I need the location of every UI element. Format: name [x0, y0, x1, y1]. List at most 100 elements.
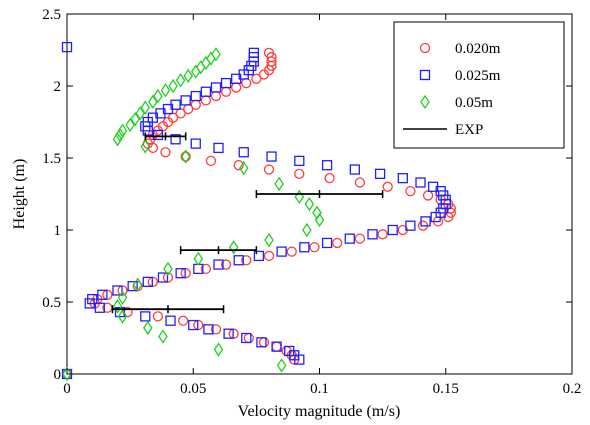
data-point-square: [127, 281, 138, 292]
legend-entry: 0.025m: [419, 68, 501, 84]
data-point-square: [256, 337, 267, 348]
y-tick-label: 0.5: [42, 295, 61, 311]
x-tick-label: 0.1: [310, 381, 329, 397]
data-point-diamond: [143, 320, 153, 336]
data-point-diamond: [180, 149, 191, 164]
y-tick-label: 0: [54, 367, 62, 383]
x-tick-label: 0.2: [563, 381, 582, 397]
legend-box: [393, 21, 565, 149]
data-point-square: [188, 319, 199, 331]
y-tick-label: 2.5: [42, 7, 61, 23]
legend-label: 0.020m: [455, 41, 501, 57]
data-point-circle: [354, 177, 366, 188]
data-point-square: [180, 95, 191, 106]
data-point-diamond: [117, 290, 128, 305]
data-point-square: [190, 138, 201, 149]
data-point-square: [321, 237, 333, 249]
data-point-square: [397, 173, 408, 184]
data-point-circle: [160, 147, 171, 158]
data-point-diamond: [163, 261, 173, 277]
data-point-diamond: [135, 106, 146, 121]
data-point-diamond: [132, 277, 143, 292]
exp-error-bar: [255, 190, 384, 198]
legend-label: EXP: [455, 122, 483, 138]
data-point-square: [170, 134, 181, 145]
data-point-square: [233, 255, 244, 266]
legend-entry: 0.05m: [420, 94, 493, 111]
data-point-square: [276, 246, 287, 257]
data-point-square: [112, 285, 123, 296]
data-point-diamond: [125, 117, 135, 133]
series-errorbar: [111, 132, 384, 314]
legend-label: 0.05m: [455, 95, 493, 111]
data-point-square: [165, 315, 176, 326]
data-point-square: [427, 181, 439, 192]
data-point-square: [94, 302, 105, 313]
data-point-square: [140, 311, 151, 322]
data-point-square: [190, 90, 201, 102]
data-point-diamond: [274, 176, 284, 192]
y-tick-label: 1: [54, 223, 62, 239]
data-point-circle: [263, 47, 275, 59]
data-point-diamond: [158, 329, 168, 344]
data-point-diamond: [193, 251, 204, 266]
series-diamond: [62, 47, 325, 382]
legend-entry: EXP: [403, 122, 483, 138]
y-tick-label: 2: [54, 79, 62, 95]
data-point-circle: [210, 324, 222, 335]
x-tick-label: 0.05: [180, 381, 206, 397]
data-point-circle: [354, 233, 366, 244]
data-point-diamond: [112, 299, 123, 314]
data-point-square: [321, 160, 333, 171]
data-point-square: [349, 164, 361, 175]
data-point-diamond: [117, 123, 128, 138]
data-point-circle: [382, 181, 393, 192]
data-point-square: [405, 220, 416, 231]
data-point-diamond: [153, 88, 163, 104]
data-point-square: [294, 155, 305, 167]
data-point-square: [241, 332, 252, 344]
data-point-diamond: [304, 196, 315, 212]
data-point-circle: [251, 73, 262, 84]
data-point-square: [220, 77, 232, 89]
data-point-diamond: [312, 205, 322, 220]
data-point-diamond: [160, 83, 171, 98]
data-point-diamond: [140, 139, 151, 154]
data-point-square: [87, 293, 98, 305]
data-point-circle: [377, 229, 388, 240]
data-point-square: [213, 142, 224, 154]
data-point-square: [152, 129, 164, 141]
legend: 0.020m 0.025m 0.05m EXP: [393, 21, 565, 149]
data-point-diamond: [264, 232, 274, 248]
data-point-diamond: [140, 100, 151, 115]
data-point-diamond: [211, 47, 221, 62]
data-point-circle: [332, 237, 343, 249]
x-tick-label: 0.15: [433, 381, 459, 397]
data-point-diamond: [112, 132, 123, 147]
data-point-square: [142, 276, 153, 287]
data-point-square: [284, 345, 295, 357]
data-point-square: [271, 341, 282, 352]
data-point-circle: [241, 255, 252, 266]
data-point-square: [299, 242, 310, 253]
data-point-square: [253, 250, 265, 262]
data-point-diamond: [130, 111, 140, 127]
data-point-square: [213, 259, 224, 270]
data-point-circle: [200, 263, 212, 275]
data-point-circle: [405, 185, 416, 197]
exp-error-bar: [179, 246, 258, 255]
data-point-diamond: [168, 78, 178, 94]
data-point-circle: [309, 242, 320, 253]
data-point-diamond: [228, 240, 239, 255]
data-point-square: [157, 272, 169, 283]
data-point-square: [175, 268, 186, 279]
series-square: [61, 41, 451, 380]
data-point-square: [367, 229, 378, 240]
data-point-circle: [205, 155, 217, 167]
legend-marker-circle: [419, 42, 431, 54]
data-point-square: [210, 82, 222, 93]
axes-ticks: 0 0.05 0.1 0.15 0.2 0 0.5 1 1.5 2 2.5: [42, 7, 581, 397]
legend-marker-diamond: [420, 94, 430, 110]
data-point-square: [238, 147, 249, 158]
data-series: [61, 41, 456, 382]
